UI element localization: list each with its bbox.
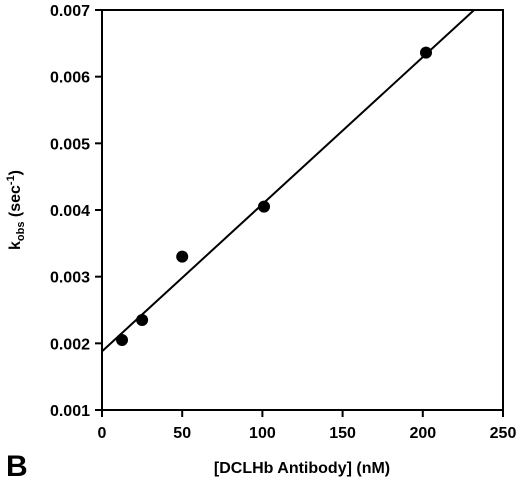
data-point — [420, 46, 433, 59]
x-tick-label: 150 — [329, 425, 356, 442]
x-axis-ticks — [101, 410, 504, 417]
y-tick-label: 0.007 — [50, 3, 90, 20]
y-axis-label-close: ) — [7, 170, 24, 175]
y-axis-tick-labels: 0.001 0.002 0.003 0.004 0.005 0.006 0.007 — [50, 3, 90, 420]
data-point — [258, 200, 271, 213]
data-point — [116, 334, 129, 346]
y-axis-label-unit: (sec — [7, 185, 24, 222]
x-tick-label: 50 — [173, 425, 191, 442]
x-tick-label: 0 — [98, 425, 107, 442]
y-axis-label-sub: obs — [15, 222, 27, 242]
x-tick-label: 250 — [490, 425, 517, 442]
y-axis-label: kobs (sec-1) — [5, 170, 27, 250]
y-tick-label: 0.001 — [50, 403, 90, 420]
x-tick-label: 100 — [249, 425, 276, 442]
x-axis-tick-labels: 0 50 100 150 200 250 — [98, 425, 517, 442]
y-tick-label: 0.002 — [50, 336, 90, 353]
fit-line — [101, 9, 475, 353]
x-axis-label: [DCLHb Antibody] (nM) — [214, 460, 390, 477]
y-axis-ticks — [95, 9, 102, 411]
y-tick-label: 0.005 — [50, 136, 90, 153]
y-axis-label-sup: -1 — [5, 175, 17, 185]
panel-label: B — [6, 450, 28, 483]
plot-frame — [101, 9, 504, 411]
y-axis-label-main: k — [7, 241, 24, 250]
y-tick-label: 0.003 — [50, 270, 90, 287]
plot-area — [101, 9, 504, 411]
data-point — [136, 314, 149, 326]
y-tick-label: 0.004 — [50, 203, 90, 220]
data-point — [176, 250, 189, 263]
x-tick-label: 200 — [409, 425, 436, 442]
data-points — [116, 46, 433, 346]
y-tick-label: 0.006 — [50, 70, 90, 87]
